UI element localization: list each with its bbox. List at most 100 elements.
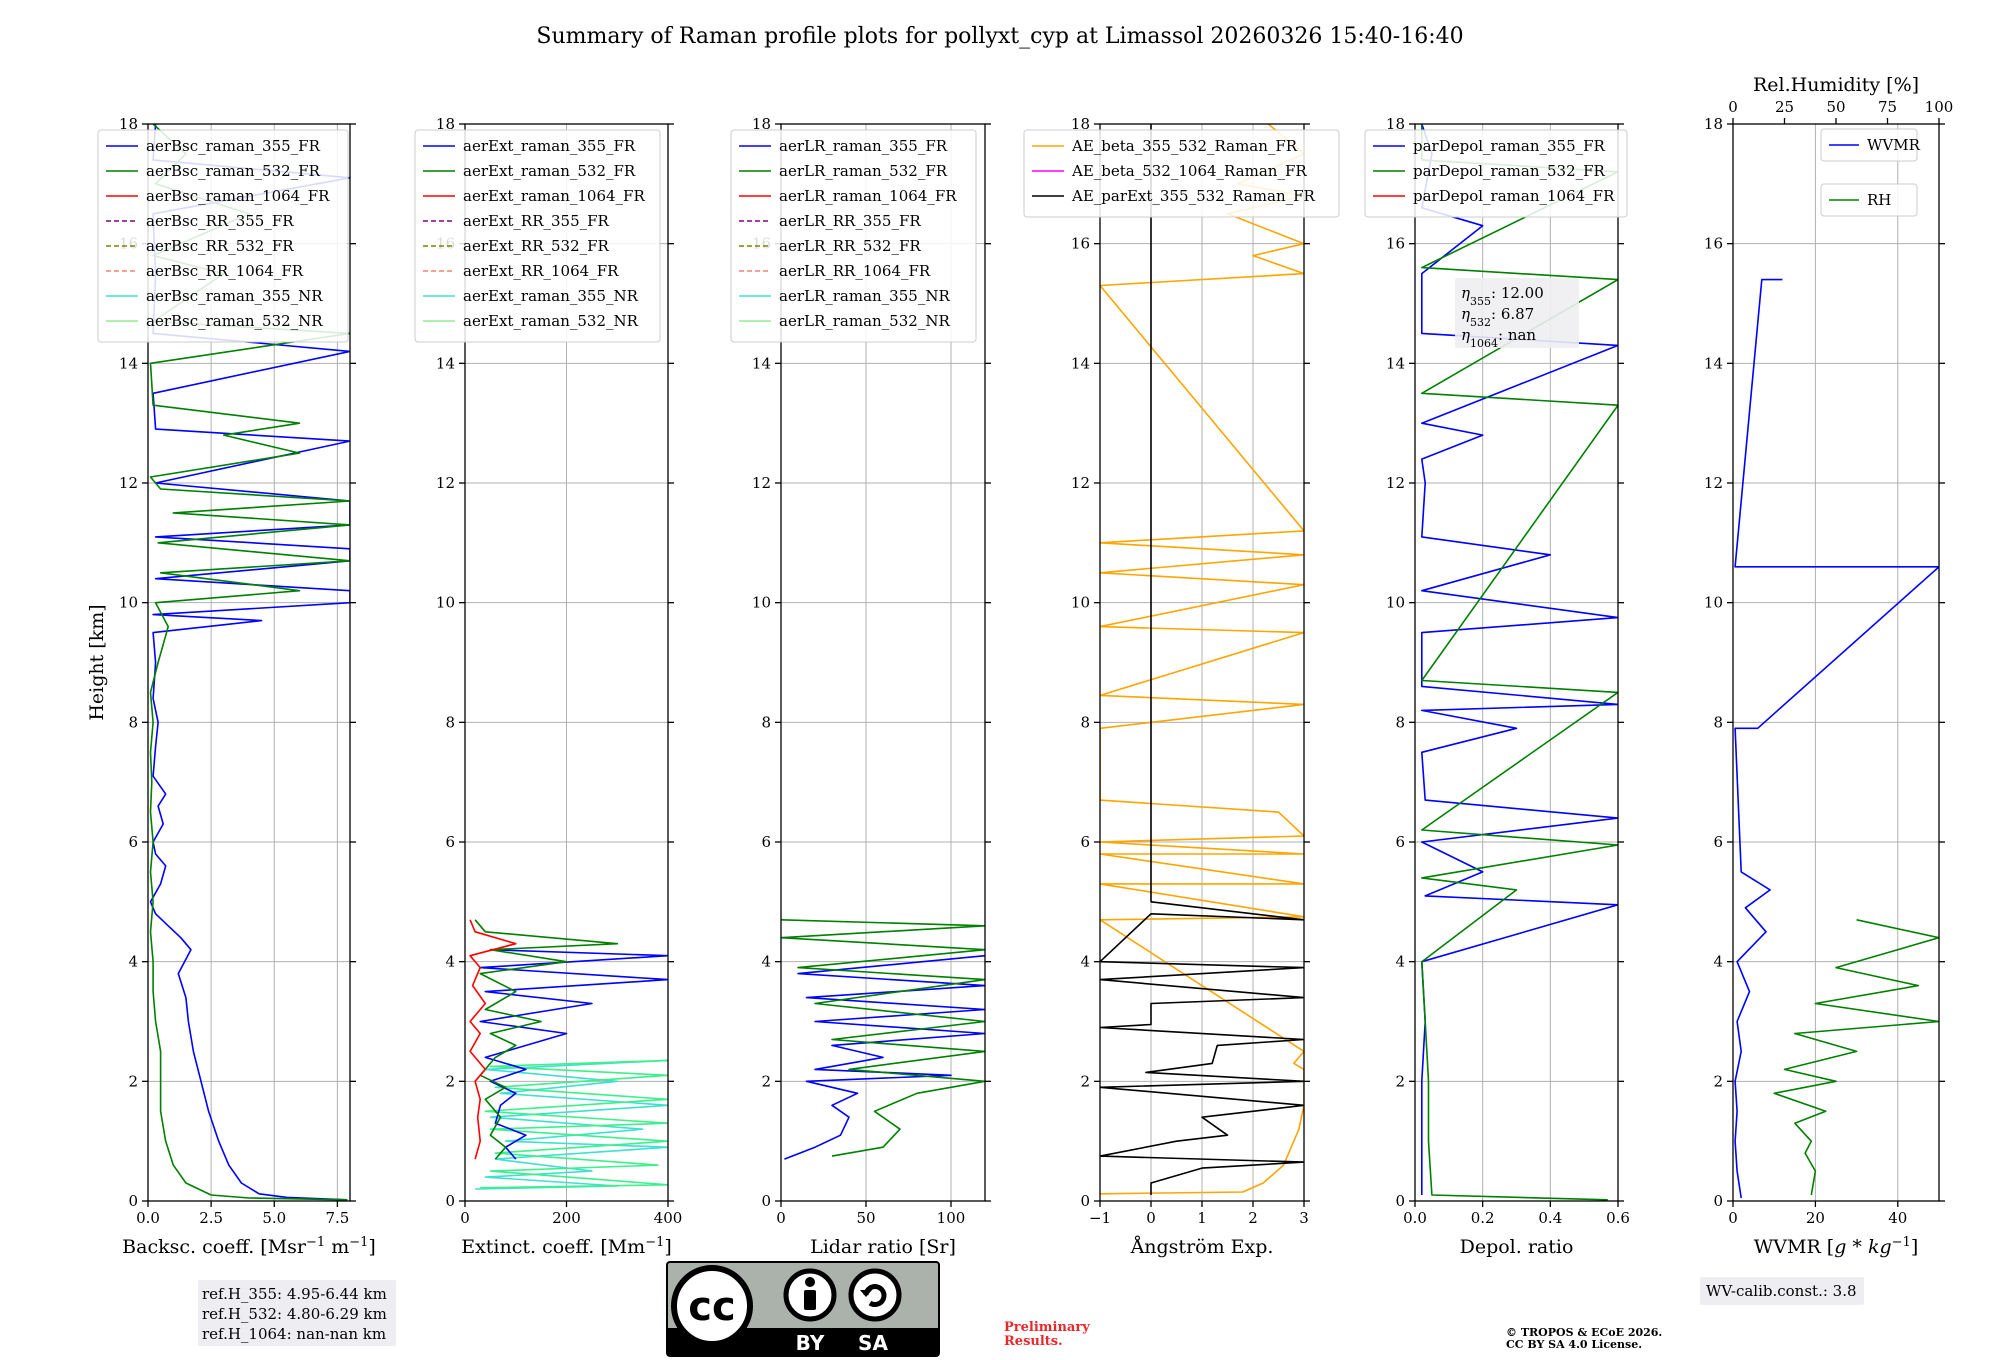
preliminary-line-2: Results. <box>1004 1334 1063 1349</box>
ytick-label: 14 <box>436 354 455 372</box>
chart-panel-depol: 0 2 4 6 8 10 12 14 16 18 0.0 0.2 0.4 0.6 Depol. ratio p… <box>1364 115 1630 1258</box>
x-axis-label-part: ] <box>664 1236 671 1258</box>
legend-label: aerLR_raman_355_FR <box>779 137 948 155</box>
x-axis-label-part: −1 <box>1892 1235 1911 1250</box>
eta-sub: 1064 <box>1470 337 1498 350</box>
ytick-label: 16 <box>1071 235 1090 253</box>
ytick-label: 12 <box>752 474 771 492</box>
ytick-label: 2 <box>1713 1072 1723 1090</box>
x-axis-label-part: −1 <box>349 1235 368 1250</box>
x-axis-label-part: Lidar ratio [Sr] <box>810 1236 956 1258</box>
depol-eta-1: η532: 6.87 <box>1461 305 1534 329</box>
ytick-label: 6 <box>1713 833 1723 851</box>
top-xtick-label: 75 <box>1878 98 1897 116</box>
cc-by-label: BY <box>796 1331 825 1355</box>
ytick-label: 18 <box>436 115 455 133</box>
legend-label: aerLR_RR_355_FR <box>779 212 921 230</box>
top-xtick-label: 0 <box>1728 98 1738 116</box>
ytick-label: 14 <box>1704 354 1723 372</box>
ytick-label: 14 <box>752 354 771 372</box>
legend-box <box>97 129 349 343</box>
ytick-label: 2 <box>761 1072 771 1090</box>
x-axis-label-part: Backsc. coeff. [Msr <box>122 1236 307 1258</box>
ytick-label: 2 <box>445 1072 455 1090</box>
ytick-label: 8 <box>761 713 771 731</box>
xtick-label: −1 <box>1089 1209 1111 1227</box>
legend-label: RH <box>1867 191 1891 209</box>
preliminary-line-1: Preliminary <box>1004 1320 1090 1335</box>
ytick-label: 0 <box>1080 1192 1090 1210</box>
ref-height-355: ref.H_355: 4.95-6.44 km <box>202 1285 387 1303</box>
legend-label: aerBsc_raman_532_FR <box>146 162 321 180</box>
legend-box <box>730 129 977 343</box>
legend-box-0 <box>1820 128 1918 162</box>
ytick-label: 12 <box>1071 474 1090 492</box>
eta-sub: 532 <box>1470 316 1491 329</box>
x-axis-label: Lidar ratio [Sr] <box>810 1236 956 1258</box>
ytick-label: 0 <box>1395 1192 1405 1210</box>
series-line-wv-1 <box>1734 278 1939 1199</box>
eta-symbol: η <box>1461 284 1470 302</box>
xtick-label: 2.5 <box>199 1209 223 1227</box>
top-axis-label: Rel.Humidity [%] <box>1753 74 1919 96</box>
legend-label: aerLR_raman_532_FR <box>779 162 948 180</box>
legend-label: aerExt_raman_355_NR <box>463 287 639 305</box>
x-axis-label-part: ] <box>368 1236 375 1258</box>
legend-label: aerBsc_raman_1064_FR <box>146 187 330 205</box>
x-axis-label-part: m <box>325 1236 349 1258</box>
legend-label: parDepol_raman_1064_FR <box>1413 187 1615 205</box>
x-axis-label-part: Extinct. coeff. [Mm <box>461 1236 645 1258</box>
xtick-label: 50 <box>856 1209 875 1227</box>
ytick-label: 16 <box>1704 235 1723 253</box>
legend-label: aerExt_raman_355_FR <box>463 137 636 155</box>
top-xtick-label: 50 <box>1826 98 1845 116</box>
xtick-label: 0 <box>460 1209 470 1227</box>
eta-symbol: η <box>1461 326 1470 344</box>
ytick-label: 10 <box>119 594 138 612</box>
legend-label: aerBsc_RR_1064_FR <box>146 262 304 280</box>
chart-panel-ext: 0246810121416180200400Extinct. coeff. [M… <box>414 115 682 1258</box>
cc-logo-text: cc <box>688 1284 735 1330</box>
xtick-label: 20 <box>1806 1209 1825 1227</box>
ytick-label: 0 <box>128 1192 138 1210</box>
eta-symbol: η <box>1461 305 1470 323</box>
ytick-label: 4 <box>1080 953 1090 971</box>
axes-frame <box>780 123 986 1202</box>
series-line-lr-1 <box>781 919 985 1157</box>
ytick-label: 14 <box>1386 354 1405 372</box>
legend-label: aerLR_raman_1064_FR <box>779 187 957 205</box>
ytick-label: 14 <box>1071 354 1090 372</box>
ytick-label: 10 <box>1704 594 1723 612</box>
ytick-label: 8 <box>128 713 138 731</box>
series-line-bsc-1 <box>149 124 350 1201</box>
ytick-label: 4 <box>445 953 455 971</box>
ytick-label: 12 <box>436 474 455 492</box>
cc-sa-label: SA <box>858 1331 888 1355</box>
axes-frame <box>147 123 351 1202</box>
x-axis-label-part: Depol. ratio <box>1460 1236 1574 1258</box>
xtick-label: 0.0 <box>1403 1209 1427 1227</box>
xtick-label: 1 <box>1197 1209 1207 1227</box>
series-line-wv-0 <box>1773 919 1939 1196</box>
ytick-label: 12 <box>1704 474 1723 492</box>
x-axis-label-part: ] <box>1911 1236 1918 1258</box>
ytick-label: 0 <box>761 1192 771 1210</box>
legend-label: AE_beta_532_1064_Raman_FR <box>1071 162 1307 180</box>
xtick-label: 0.6 <box>1606 1209 1630 1227</box>
ytick-label: 18 <box>119 115 138 133</box>
legend-label: aerBsc_raman_355_NR <box>146 287 323 305</box>
eta-value: : nan <box>1498 326 1536 344</box>
xtick-label: 3 <box>1299 1209 1309 1227</box>
ytick-label: 10 <box>1071 594 1090 612</box>
legend-label: AE_parExt_355_532_Raman_FR <box>1071 187 1316 205</box>
eta-sub: 355 <box>1470 295 1491 308</box>
legend-box <box>414 129 661 343</box>
axes-frame <box>1414 123 1619 1202</box>
x-axis-label: Backsc. coeff. [Msr−1 m−1] <box>122 1235 376 1259</box>
x-axis-label-part: Ångström Exp. <box>1130 1236 1274 1258</box>
legend-label: AE_beta_355_532_Raman_FR <box>1071 137 1298 155</box>
ytick-label: 6 <box>445 833 455 851</box>
